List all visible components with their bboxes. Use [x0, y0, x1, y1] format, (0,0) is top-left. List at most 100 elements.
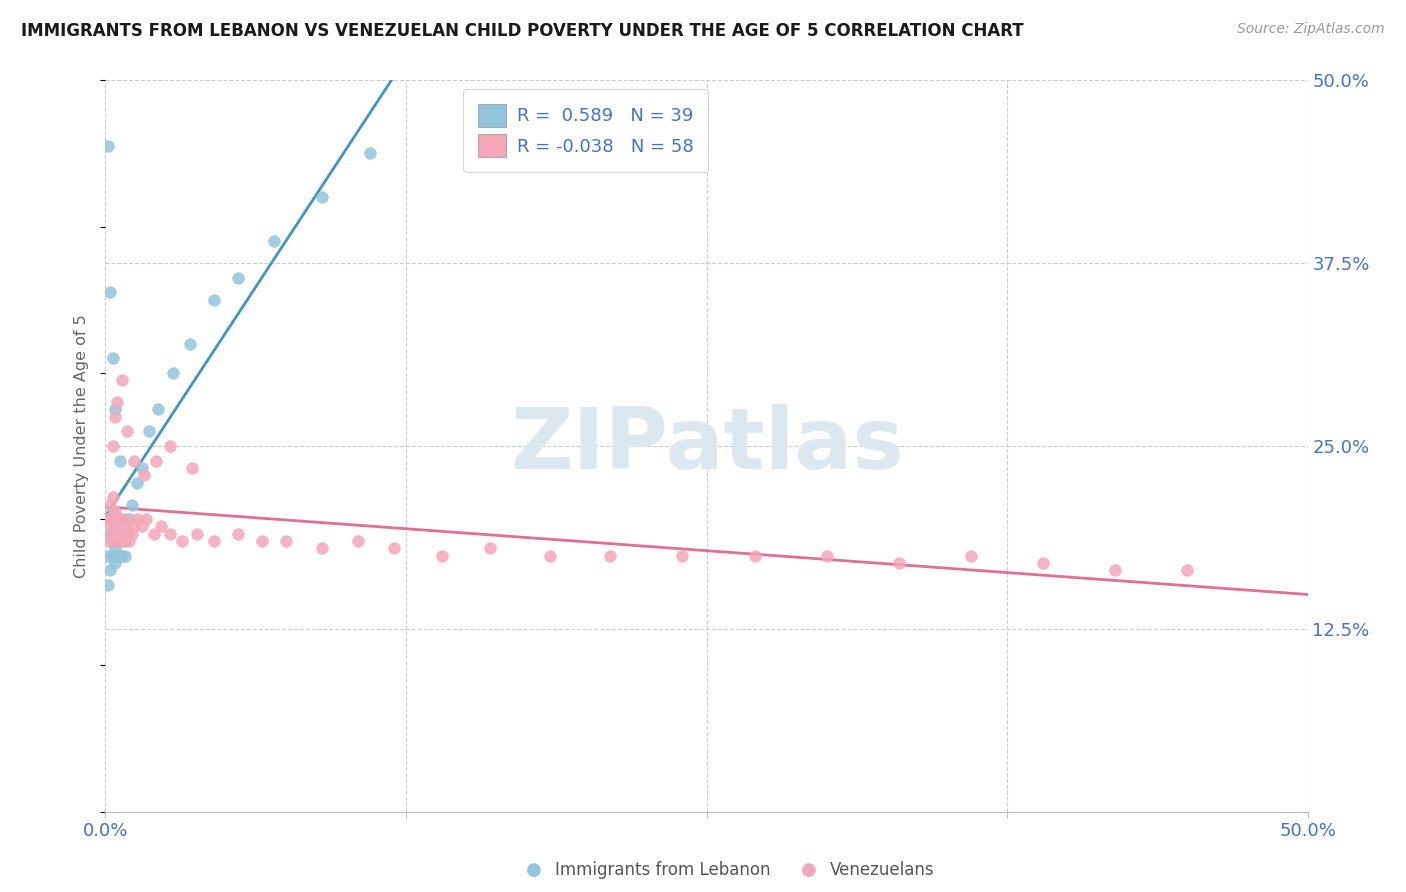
- Point: [124, 519, 146, 533]
- Point: [114, 512, 136, 526]
- Point: [115, 526, 138, 541]
- Point: [125, 512, 148, 526]
- Point: [101, 534, 124, 549]
- Point: [132, 468, 155, 483]
- Point: [111, 534, 134, 549]
- Text: IMMIGRANTS FROM LEBANON VS VENEZUELAN CHILD POVERTY UNDER THE AGE OF 5 CORRELATI: IMMIGRANTS FROM LEBANON VS VENEZUELAN CH…: [21, 22, 1024, 40]
- Point: [960, 549, 983, 563]
- Point: [111, 519, 134, 533]
- Point: [162, 366, 184, 380]
- Point: [226, 526, 249, 541]
- Point: [347, 534, 370, 549]
- Point: [599, 549, 621, 563]
- Point: [131, 519, 153, 533]
- Point: [104, 556, 127, 570]
- Point: [359, 146, 381, 161]
- Point: [121, 526, 143, 541]
- Point: [118, 512, 141, 526]
- Point: [186, 526, 208, 541]
- Point: [114, 534, 136, 549]
- Point: [101, 549, 124, 563]
- Point: [111, 549, 134, 563]
- Point: [98, 519, 121, 533]
- Point: [108, 549, 131, 563]
- Point: [107, 526, 129, 541]
- Point: [97, 534, 120, 549]
- Point: [311, 190, 333, 204]
- Point: [104, 402, 127, 417]
- Point: [104, 534, 127, 549]
- Point: [1032, 556, 1054, 570]
- Point: [125, 475, 148, 490]
- Point: [101, 505, 124, 519]
- Y-axis label: Child Poverty Under the Age of 5: Child Poverty Under the Age of 5: [75, 314, 90, 578]
- Point: [226, 270, 249, 285]
- Point: [145, 453, 167, 467]
- Point: [101, 512, 124, 526]
- Point: [815, 549, 838, 563]
- Point: [181, 461, 204, 475]
- Point: [118, 534, 141, 549]
- Point: [142, 526, 165, 541]
- Point: [101, 439, 124, 453]
- Point: [131, 461, 153, 475]
- Point: [114, 549, 136, 563]
- Point: [101, 490, 124, 504]
- Point: [114, 526, 136, 541]
- Text: Source: ZipAtlas.com: Source: ZipAtlas.com: [1237, 22, 1385, 37]
- Point: [382, 541, 405, 556]
- Point: [107, 534, 129, 549]
- Point: [108, 534, 131, 549]
- Point: [97, 549, 120, 563]
- Point: [744, 549, 766, 563]
- Point: [107, 395, 129, 409]
- Point: [115, 425, 138, 439]
- Text: ●: ●: [800, 861, 817, 879]
- Point: [98, 512, 121, 526]
- Point: [104, 541, 127, 556]
- Point: [108, 453, 131, 467]
- Point: [172, 534, 194, 549]
- Point: [97, 139, 120, 153]
- Point: [104, 519, 127, 533]
- Point: [148, 402, 170, 417]
- Text: ●: ●: [526, 861, 543, 879]
- Point: [179, 336, 201, 351]
- Point: [202, 534, 225, 549]
- Point: [135, 512, 157, 526]
- Point: [263, 234, 285, 248]
- Point: [107, 512, 129, 526]
- Point: [159, 526, 181, 541]
- Point: [98, 285, 121, 300]
- Point: [107, 549, 129, 563]
- Point: [538, 549, 561, 563]
- Point: [479, 541, 502, 556]
- Point: [115, 519, 138, 533]
- Point: [311, 541, 333, 556]
- Point: [149, 519, 172, 533]
- Point: [97, 578, 120, 592]
- Point: [98, 563, 121, 577]
- Point: [101, 526, 124, 541]
- Point: [430, 549, 453, 563]
- Point: [98, 526, 121, 541]
- Point: [104, 505, 127, 519]
- Point: [138, 425, 160, 439]
- Point: [159, 439, 181, 453]
- Point: [250, 534, 273, 549]
- Point: [1104, 563, 1126, 577]
- Point: [121, 498, 143, 512]
- Point: [887, 556, 910, 570]
- Point: [124, 453, 146, 467]
- Point: [274, 534, 297, 549]
- Point: [108, 512, 131, 526]
- Point: [98, 498, 121, 512]
- Text: Immigrants from Lebanon: Immigrants from Lebanon: [555, 861, 770, 879]
- Point: [108, 526, 131, 541]
- Text: Venezuelans: Venezuelans: [830, 861, 934, 879]
- Legend: R =  0.589   N = 39, R = -0.038   N = 58: R = 0.589 N = 39, R = -0.038 N = 58: [463, 89, 709, 172]
- Point: [101, 351, 124, 366]
- Point: [202, 293, 225, 307]
- Point: [111, 526, 134, 541]
- Point: [111, 373, 134, 387]
